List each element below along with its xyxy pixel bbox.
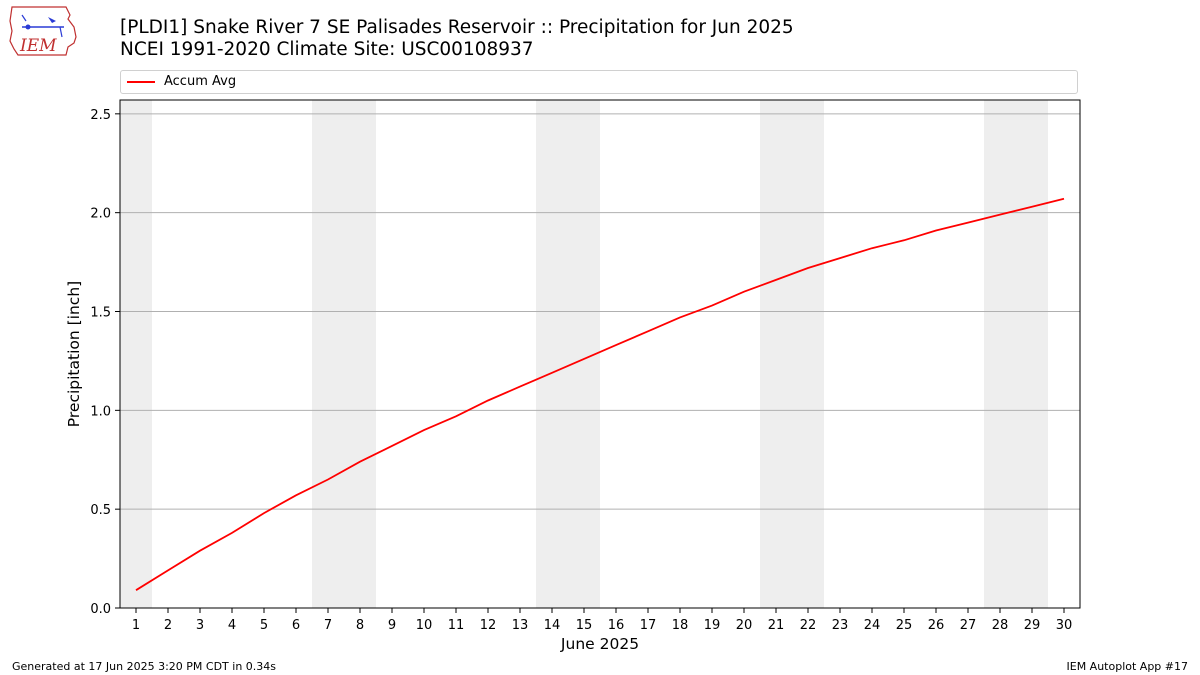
x-tick-label: 20 (736, 618, 753, 633)
legend: Accum Avg (120, 70, 1078, 94)
x-tick-label: 28 (992, 618, 1009, 633)
x-tick-label: 25 (896, 618, 913, 633)
weekend-band (120, 100, 152, 608)
x-tick-label: 17 (640, 618, 657, 633)
x-tick-label: 8 (356, 618, 364, 633)
series-line-accum-avg (135, 197, 1065, 591)
plot-frame (119, 99, 1081, 609)
y-tick-label: 1.5 (90, 306, 111, 321)
y-tick-label: 0.5 (90, 503, 111, 518)
x-tick-label: 23 (832, 618, 849, 633)
y-tick-label: 2.0 (90, 207, 111, 222)
x-axis-label: June 2025 (560, 635, 639, 653)
x-tick-label: 1 (132, 618, 140, 633)
x-tick-label: 27 (960, 618, 977, 633)
x-tick-label: 18 (672, 618, 689, 633)
x-tick-label: 3 (196, 618, 204, 633)
y-tick-label: 0.0 (90, 602, 111, 617)
weekend-band (536, 100, 600, 608)
x-tick-label: 30 (1056, 618, 1073, 633)
y-axis-label: Precipitation [inch] (65, 281, 83, 427)
chart-subtitle: NCEI 1991-2020 Climate Site: USC00108937 (120, 39, 534, 60)
x-tick-label: 6 (292, 618, 300, 633)
svg-text:IEM: IEM (19, 36, 57, 56)
x-tick-label: 5 (260, 618, 268, 633)
y-tick-label: 2.5 (90, 108, 111, 123)
x-tick-label: 12 (480, 618, 497, 633)
x-tick-label: 19 (704, 618, 721, 633)
chart-title: [PLDI1] Snake River 7 SE Palisades Reser… (120, 17, 794, 38)
x-tick-label: 24 (864, 618, 881, 633)
x-tick-label: 15 (576, 618, 593, 633)
x-tick-label: 10 (416, 618, 433, 633)
weekend-band (984, 100, 1048, 608)
x-tick-label: 9 (388, 618, 396, 633)
weekend-band (312, 100, 376, 608)
legend-label-accum-avg: Accum Avg (164, 74, 237, 89)
x-tick-label: 7 (324, 618, 332, 633)
x-tick-label: 13 (512, 618, 529, 633)
weekend-band (760, 100, 824, 608)
generated-timestamp: Generated at 17 Jun 2025 3:20 PM CDT in … (12, 660, 277, 673)
y-tick-label: 1.0 (90, 404, 111, 419)
x-tick-label: 29 (1024, 618, 1041, 633)
app-label: IEM Autoplot App #17 (1066, 660, 1189, 673)
legend-swatch-accum-avg (127, 81, 155, 83)
x-tick-label: 4 (228, 618, 236, 633)
x-tick-label: 11 (448, 618, 465, 633)
x-tick-label: 14 (544, 618, 561, 633)
x-tick-label: 26 (928, 618, 945, 633)
iem-logo: IEM (9, 6, 77, 56)
x-tick-label: 22 (800, 618, 817, 633)
x-tick-label: 21 (768, 618, 785, 633)
x-tick-label: 16 (608, 618, 625, 633)
x-tick-label: 2 (164, 618, 172, 633)
